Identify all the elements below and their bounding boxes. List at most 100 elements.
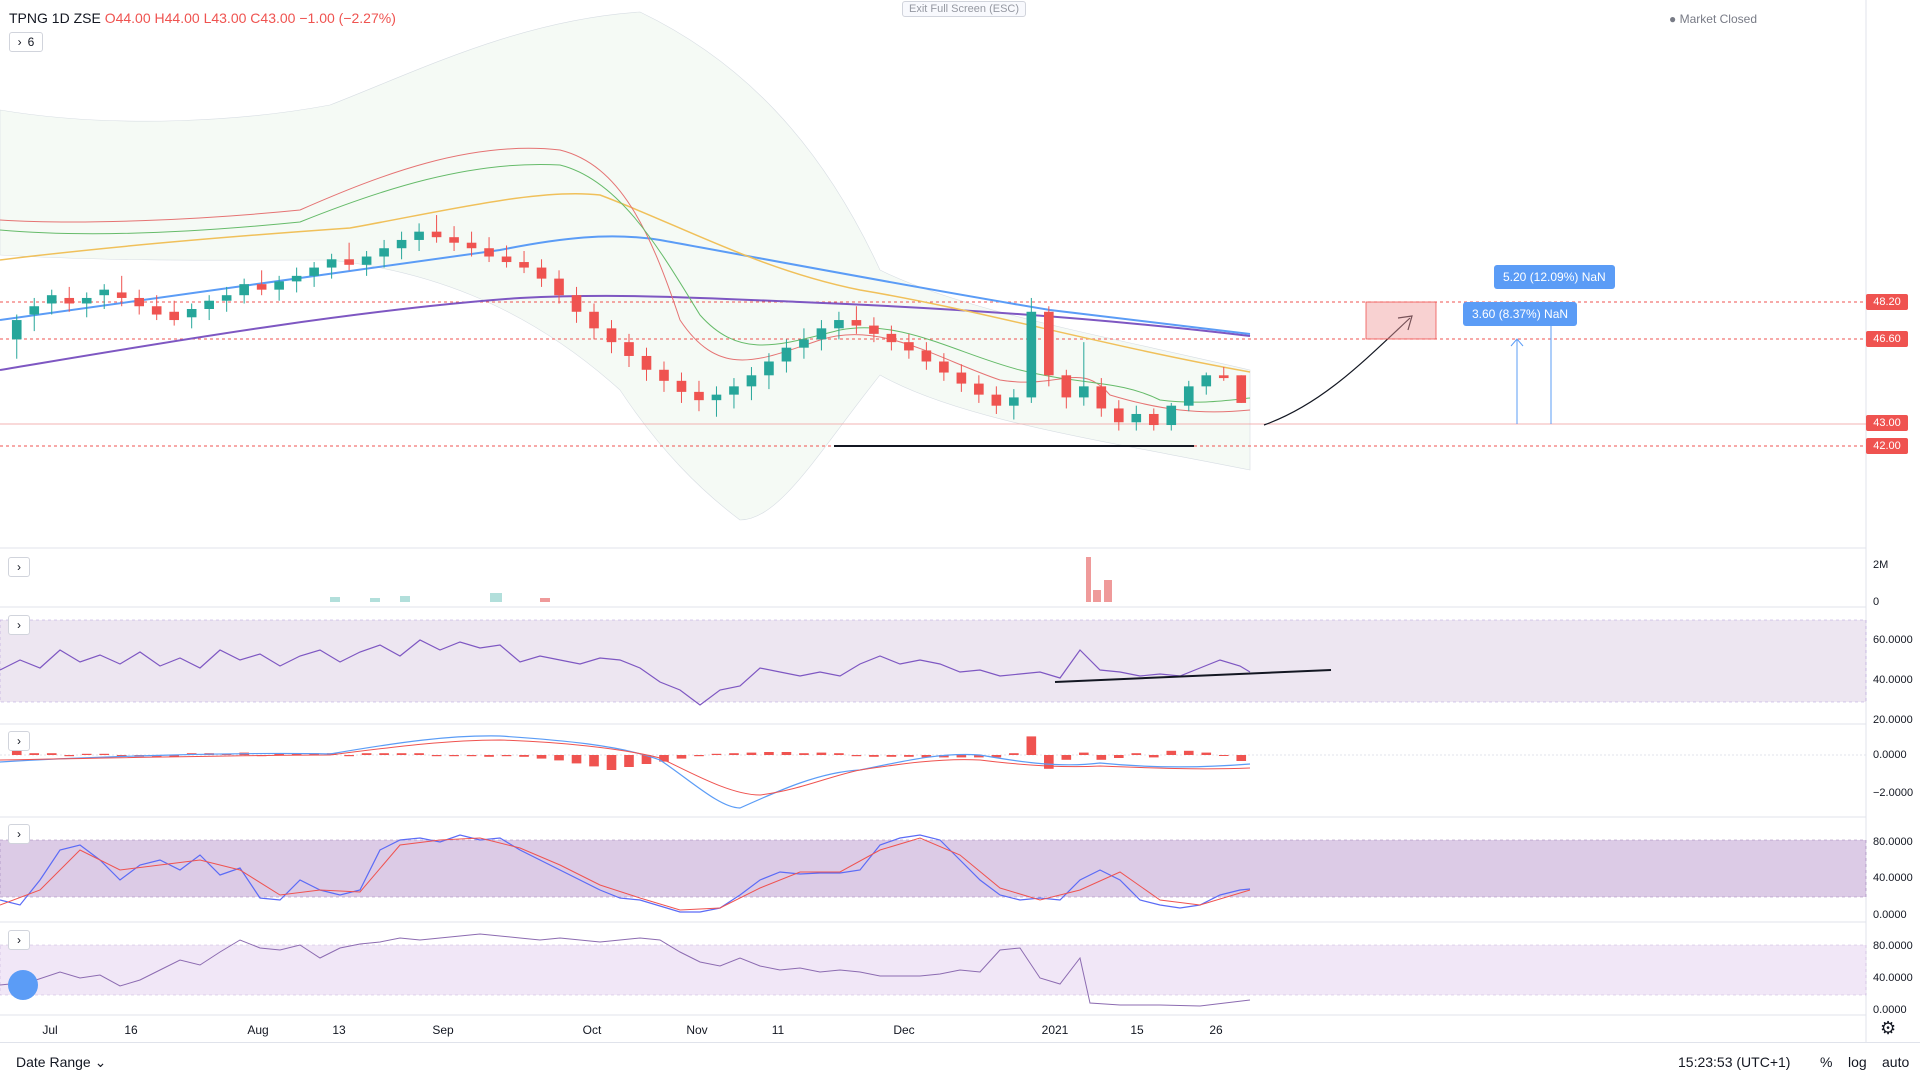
- stoch-axis-80: 80.0000: [1873, 836, 1913, 848]
- macd-bar: [1009, 753, 1019, 755]
- candle-body: [729, 386, 739, 395]
- chevron-right-icon: ›: [17, 734, 21, 748]
- candle-body: [309, 267, 319, 276]
- rsi-line: [0, 639, 1251, 706]
- macd-pane-toggle[interactable]: ›: [8, 731, 30, 751]
- macd-bar: [116, 755, 127, 757]
- macd-bar: [939, 755, 949, 758]
- auto-scale-toggle[interactable]: auto: [1882, 1054, 1910, 1070]
- macd-bar: [1183, 750, 1194, 755]
- candle-body: [396, 239, 407, 249]
- candlestick-series: [11, 215, 1247, 431]
- interval[interactable]: 1D: [51, 10, 70, 26]
- clock-timezone[interactable]: 15:23:53 (UTC+1): [1678, 1054, 1791, 1070]
- candle-body: [886, 333, 897, 343]
- projection-arrow: [1263, 317, 1411, 426]
- stochrsi-axis-0: 0.0000: [1873, 1004, 1907, 1016]
- low-value: L43.00: [203, 10, 247, 26]
- macd-bar: [641, 755, 652, 764]
- pane-separators: [0, 0, 1867, 1042]
- stoch-axis-0: 0.0000: [1873, 909, 1907, 921]
- market-status: ● Market Closed: [1669, 12, 1757, 26]
- time-label: Nov: [686, 1023, 708, 1037]
- percent-scale-toggle[interactable]: %: [1820, 1054, 1833, 1070]
- macd-line: [0, 735, 1251, 809]
- candle-body: [29, 306, 40, 315]
- price-tag-48-20: 48.20: [1866, 294, 1908, 310]
- macd-bar: [1148, 755, 1159, 758]
- macd-axis-0: 0.0000: [1873, 749, 1907, 761]
- gear-icon[interactable]: ⚙: [1880, 1018, 1897, 1038]
- price-tag-46-60: 46.60: [1866, 331, 1908, 347]
- stoch-band: [0, 839, 1867, 898]
- candle-body: [851, 320, 862, 326]
- candle-body: [449, 237, 459, 243]
- macd-bar: [851, 755, 862, 757]
- time-label: 16: [124, 1023, 138, 1037]
- market-status-label: Market Closed: [1679, 12, 1757, 26]
- macd-bar: [1236, 755, 1247, 761]
- candle-body: [1131, 413, 1142, 423]
- candle-body: [81, 297, 92, 304]
- candle-body: [414, 231, 424, 240]
- time-label: 11: [771, 1023, 785, 1037]
- candle-body: [536, 267, 547, 279]
- macd-bar: [484, 755, 494, 757]
- candle-body: [659, 369, 669, 381]
- stoch-axis-40: 40.0000: [1873, 872, 1913, 884]
- stochrsi-band: [0, 944, 1867, 996]
- volume-pane-toggle[interactable]: ›: [8, 557, 30, 577]
- macd-bar: [29, 753, 40, 755]
- macd-bar: [956, 755, 967, 758]
- candle-body: [1044, 311, 1054, 376]
- date-range-button[interactable]: Date Range ⌄: [16, 1054, 106, 1071]
- macd-bar: [571, 755, 582, 764]
- exit-fullscreen-button[interactable]: Exit Full Screen (ESC): [902, 1, 1027, 17]
- macd-bar: [1131, 753, 1142, 755]
- symbol-name[interactable]: TPNG: [9, 10, 48, 26]
- measure-label-upper[interactable]: 5.20 (12.09%) NaN: [1494, 265, 1615, 289]
- indicators-toggle-button[interactable]: › 6: [9, 32, 43, 52]
- candle-body: [186, 309, 197, 318]
- macd-bar: [606, 755, 617, 770]
- candle-body: [1113, 408, 1124, 423]
- candle-body: [64, 297, 75, 304]
- candle-body: [1183, 386, 1194, 406]
- macd-bar: [554, 755, 564, 761]
- macd-bar: [711, 753, 722, 755]
- macd-bar: [624, 755, 634, 767]
- time-label: Sep: [432, 1023, 454, 1037]
- candle-body: [1148, 413, 1159, 426]
- macd-bar: [991, 755, 1002, 758]
- macd-bar: [396, 753, 407, 755]
- macd-bar: [274, 753, 284, 755]
- candle-body: [991, 394, 1002, 406]
- macd-bar: [11, 750, 22, 755]
- candle-body: [834, 320, 844, 329]
- candle-body: [1079, 386, 1089, 398]
- stochrsi-pane-toggle[interactable]: ›: [8, 930, 30, 950]
- candle-body: [589, 311, 599, 329]
- log-scale-toggle[interactable]: log: [1848, 1054, 1867, 1070]
- candle-body: [921, 350, 932, 362]
- tradingview-logo-icon[interactable]: [8, 970, 38, 1000]
- measure-label-lower[interactable]: 3.60 (8.37%) NaN: [1463, 302, 1578, 326]
- sma200-line: [0, 294, 1251, 371]
- macd-bar: [449, 755, 459, 757]
- bollinger-band: [0, 11, 1251, 521]
- macd-bar: [379, 753, 389, 755]
- time-label: Oct: [582, 1023, 602, 1037]
- macd-bar: [834, 753, 844, 755]
- rsi-pane-toggle[interactable]: ›: [8, 615, 30, 635]
- time-label: Dec: [893, 1023, 915, 1037]
- candle-body: [694, 391, 704, 401]
- chevron-right-icon: ›: [17, 933, 21, 947]
- projection-arrow-head: [1397, 315, 1413, 331]
- volume-bars: [330, 557, 1112, 602]
- macd-bar: [466, 755, 477, 757]
- time-label: 13: [332, 1023, 346, 1037]
- macd-bar: [781, 752, 792, 755]
- stoch-pane-toggle[interactable]: ›: [8, 824, 30, 844]
- time-label: 26: [1209, 1023, 1223, 1037]
